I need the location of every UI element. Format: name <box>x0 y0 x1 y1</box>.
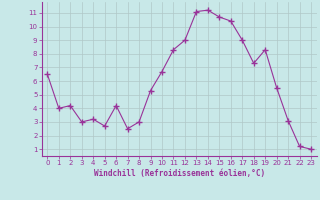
X-axis label: Windchill (Refroidissement éolien,°C): Windchill (Refroidissement éolien,°C) <box>94 169 265 178</box>
